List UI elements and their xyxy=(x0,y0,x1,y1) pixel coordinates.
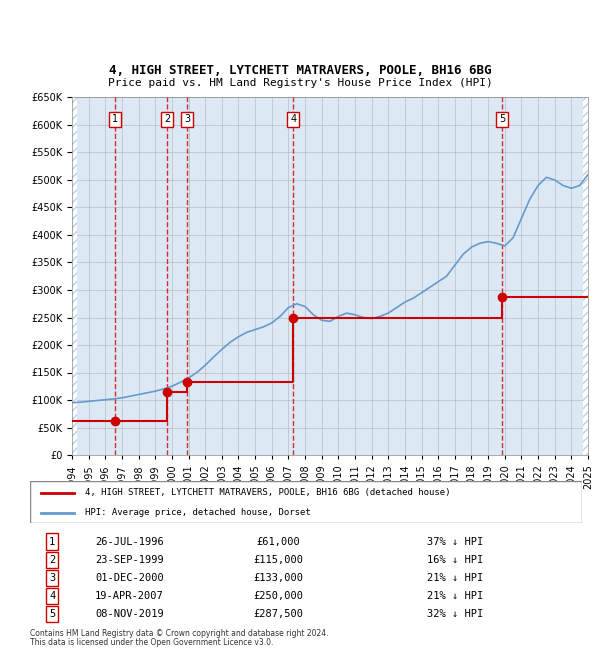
Text: 1: 1 xyxy=(49,537,55,547)
Text: 4, HIGH STREET, LYTCHETT MATRAVERS, POOLE, BH16 6BG (detached house): 4, HIGH STREET, LYTCHETT MATRAVERS, POOL… xyxy=(85,488,451,497)
Text: 5: 5 xyxy=(49,609,55,619)
Bar xyxy=(583,98,588,455)
Text: HPI: Average price, detached house, Dorset: HPI: Average price, detached house, Dors… xyxy=(85,508,311,517)
Text: 4: 4 xyxy=(290,114,296,125)
Text: 08-NOV-2019: 08-NOV-2019 xyxy=(95,609,164,619)
Bar xyxy=(72,98,77,455)
Text: 5: 5 xyxy=(499,114,505,125)
Text: 3: 3 xyxy=(184,114,190,125)
Text: 2: 2 xyxy=(164,114,170,125)
Text: This data is licensed under the Open Government Licence v3.0.: This data is licensed under the Open Gov… xyxy=(30,638,274,647)
Text: 23-SEP-1999: 23-SEP-1999 xyxy=(95,554,164,565)
Text: 4: 4 xyxy=(49,591,55,601)
Text: 32% ↓ HPI: 32% ↓ HPI xyxy=(427,609,484,619)
Text: 26-JUL-1996: 26-JUL-1996 xyxy=(95,537,164,547)
FancyBboxPatch shape xyxy=(30,481,582,523)
Text: £115,000: £115,000 xyxy=(253,554,304,565)
Text: £61,000: £61,000 xyxy=(257,537,300,547)
Text: 37% ↓ HPI: 37% ↓ HPI xyxy=(427,537,484,547)
Text: 4, HIGH STREET, LYTCHETT MATRAVERS, POOLE, BH16 6BG: 4, HIGH STREET, LYTCHETT MATRAVERS, POOL… xyxy=(109,64,491,77)
Text: Contains HM Land Registry data © Crown copyright and database right 2024.: Contains HM Land Registry data © Crown c… xyxy=(30,629,329,638)
Text: £133,000: £133,000 xyxy=(253,573,304,583)
Text: 21% ↓ HPI: 21% ↓ HPI xyxy=(427,591,484,601)
Text: £250,000: £250,000 xyxy=(253,591,304,601)
Text: 16% ↓ HPI: 16% ↓ HPI xyxy=(427,554,484,565)
Text: 01-DEC-2000: 01-DEC-2000 xyxy=(95,573,164,583)
Text: 19-APR-2007: 19-APR-2007 xyxy=(95,591,164,601)
Text: 21% ↓ HPI: 21% ↓ HPI xyxy=(427,573,484,583)
Text: 2: 2 xyxy=(49,554,55,565)
Text: 1: 1 xyxy=(112,114,118,125)
Text: Price paid vs. HM Land Registry's House Price Index (HPI): Price paid vs. HM Land Registry's House … xyxy=(107,78,493,88)
Text: 3: 3 xyxy=(49,573,55,583)
Text: £287,500: £287,500 xyxy=(253,609,304,619)
